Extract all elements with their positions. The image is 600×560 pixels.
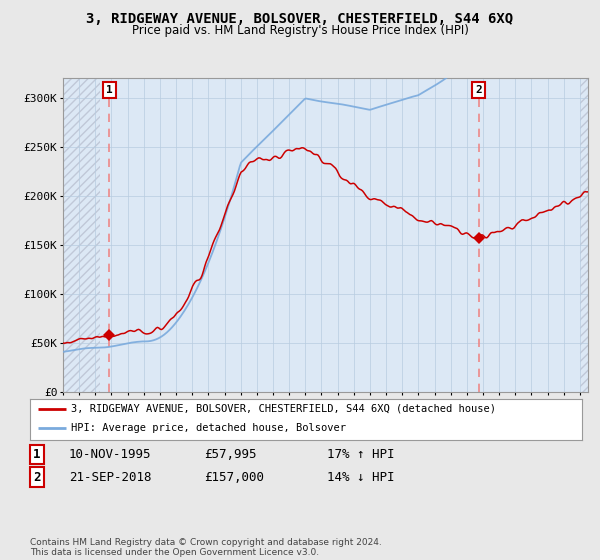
Text: HPI: Average price, detached house, Bolsover: HPI: Average price, detached house, Bols…: [71, 423, 346, 433]
Text: 3, RIDGEWAY AVENUE, BOLSOVER, CHESTERFIELD, S44 6XQ: 3, RIDGEWAY AVENUE, BOLSOVER, CHESTERFIE…: [86, 12, 514, 26]
Text: 1: 1: [106, 85, 113, 95]
Text: 17% ↑ HPI: 17% ↑ HPI: [327, 448, 395, 461]
Text: 1: 1: [33, 448, 41, 461]
Text: 21-SEP-2018: 21-SEP-2018: [69, 470, 151, 484]
Text: 3, RIDGEWAY AVENUE, BOLSOVER, CHESTERFIELD, S44 6XQ (detached house): 3, RIDGEWAY AVENUE, BOLSOVER, CHESTERFIE…: [71, 404, 496, 414]
Text: 10-NOV-1995: 10-NOV-1995: [69, 448, 151, 461]
Text: 2: 2: [33, 470, 41, 484]
Text: Contains HM Land Registry data © Crown copyright and database right 2024.
This d: Contains HM Land Registry data © Crown c…: [30, 538, 382, 557]
Text: Price paid vs. HM Land Registry's House Price Index (HPI): Price paid vs. HM Land Registry's House …: [131, 24, 469, 37]
Text: 2: 2: [475, 85, 482, 95]
Text: £57,995: £57,995: [204, 448, 257, 461]
Text: £157,000: £157,000: [204, 470, 264, 484]
Text: 14% ↓ HPI: 14% ↓ HPI: [327, 470, 395, 484]
